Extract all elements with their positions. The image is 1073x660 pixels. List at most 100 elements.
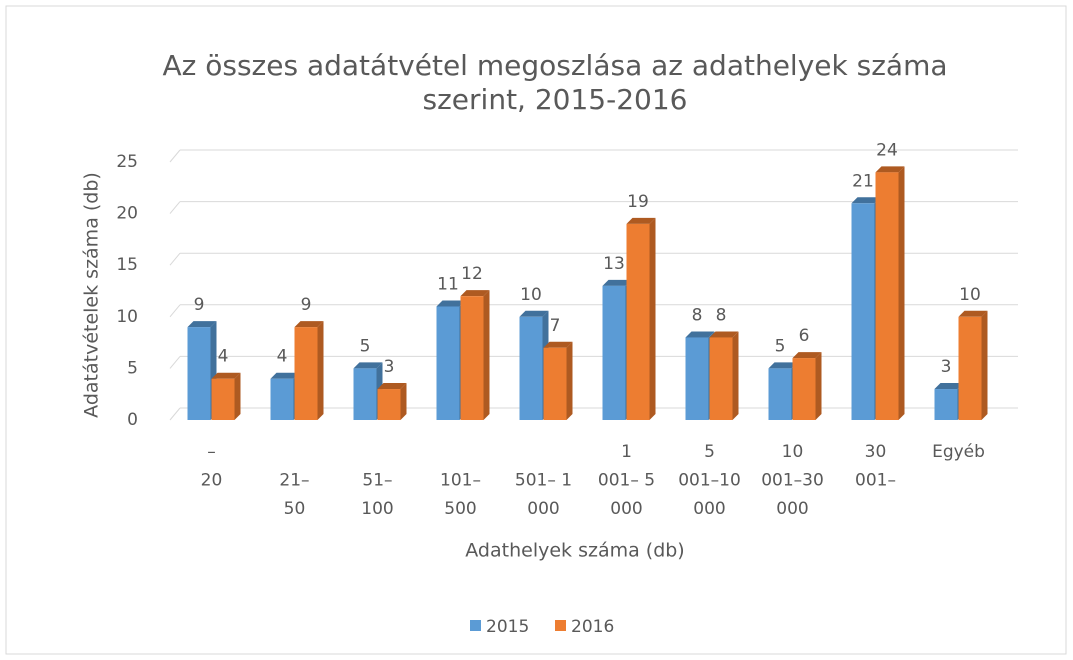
bar-side xyxy=(898,166,905,420)
data-label: 9 xyxy=(301,295,312,315)
y-tick-label: 25 xyxy=(116,152,138,172)
bar-side xyxy=(483,290,490,420)
bar-top xyxy=(519,310,549,317)
data-label: 4 xyxy=(277,347,288,367)
bar xyxy=(602,285,626,420)
data-label: 8 xyxy=(692,305,703,325)
bar-top xyxy=(709,331,739,338)
y-tick-label: 5 xyxy=(127,358,138,378)
data-label: 11 xyxy=(437,274,459,294)
bar-side xyxy=(649,217,656,420)
x-tick-label: 5 001–10 000 xyxy=(678,442,741,519)
legend-label: 2016 xyxy=(571,617,614,637)
x-tick-label: 10 001–30 000 xyxy=(761,442,824,519)
bar-top xyxy=(958,310,988,317)
bar-top xyxy=(768,362,798,369)
bar-top xyxy=(602,279,632,286)
y-tick-label: 0 xyxy=(127,410,138,430)
grid-line-side xyxy=(169,407,181,421)
grid-line-side xyxy=(169,201,181,214)
data-label: 3 xyxy=(941,357,952,377)
grid-line-side xyxy=(169,304,181,318)
grid-line-side xyxy=(169,356,181,369)
y-tick-label: 20 xyxy=(116,204,138,224)
y-tick-label: 15 xyxy=(116,255,138,275)
bar-side xyxy=(400,383,407,420)
legend-swatch xyxy=(555,620,566,631)
bar-top xyxy=(626,217,656,224)
bar-top xyxy=(353,362,383,369)
data-label: 10 xyxy=(520,285,542,305)
data-label: 9 xyxy=(194,295,205,315)
bar-top xyxy=(377,383,407,390)
x-tick-label: 101– 500 xyxy=(440,471,481,520)
bar xyxy=(211,378,235,420)
x-axis-title: Adathelyek száma (db) xyxy=(465,540,684,562)
data-label: 5 xyxy=(775,336,786,356)
x-tick-label: –20 xyxy=(201,442,223,491)
bar-side xyxy=(566,341,573,420)
bar xyxy=(294,327,318,420)
bar xyxy=(768,368,792,420)
bar-top xyxy=(436,300,466,307)
bar xyxy=(958,316,982,420)
data-label: 19 xyxy=(627,192,649,212)
x-tick-label: 501– 1 000 xyxy=(515,471,572,520)
data-label: 8 xyxy=(716,305,727,325)
legend-swatch xyxy=(470,620,481,631)
bar-top xyxy=(851,197,881,204)
data-label: 3 xyxy=(384,357,395,377)
bar-top xyxy=(211,372,241,379)
bar-top xyxy=(685,331,715,338)
bar xyxy=(187,327,211,420)
data-label: 5 xyxy=(360,336,371,356)
bar-side xyxy=(317,321,324,420)
bar xyxy=(685,337,709,420)
bar-top xyxy=(875,166,905,173)
bar xyxy=(934,389,958,420)
y-tick-label: 10 xyxy=(116,307,138,327)
bar xyxy=(543,347,567,420)
grid-line-side xyxy=(169,149,181,163)
bar-top xyxy=(792,352,822,359)
x-tick-label: 1 001– 5 000 xyxy=(598,442,655,519)
x-tick-label: 21– 50 xyxy=(279,471,309,520)
bar-side xyxy=(732,331,739,420)
bar xyxy=(626,223,650,420)
data-label: 13 xyxy=(603,254,625,274)
bar xyxy=(851,203,875,420)
bar-side xyxy=(981,310,988,420)
bar xyxy=(460,296,484,420)
bar-top xyxy=(460,290,490,297)
bar xyxy=(875,172,899,420)
data-label: 7 xyxy=(550,316,561,336)
data-label: 12 xyxy=(461,264,483,284)
legend-label: 2015 xyxy=(486,617,529,637)
x-tick-label: 30 001– xyxy=(855,442,896,491)
y-axis-title: Adatátvételek száma (db) xyxy=(81,172,103,418)
data-label: 21 xyxy=(852,171,874,191)
bar xyxy=(792,358,816,420)
bar-top xyxy=(934,383,964,390)
bar xyxy=(436,306,460,420)
bar-side xyxy=(234,372,241,420)
bar-top xyxy=(543,341,573,348)
chart-title: Az összes adatátvétel megoszlása az adat… xyxy=(163,49,948,116)
x-tick-label: Egyéb xyxy=(932,442,985,462)
data-label: 6 xyxy=(799,326,810,346)
bar-top xyxy=(187,321,217,328)
grid-line-side xyxy=(169,252,181,266)
x-tick-label: 51– 100 xyxy=(361,471,393,520)
data-label: 24 xyxy=(876,140,898,160)
bar xyxy=(353,368,377,420)
bar-top xyxy=(270,372,300,379)
bar-top xyxy=(294,321,324,328)
bar xyxy=(709,337,733,420)
bar xyxy=(519,316,543,420)
data-label: 10 xyxy=(959,285,981,305)
bar xyxy=(377,389,401,420)
bar-side xyxy=(815,352,822,420)
bar xyxy=(270,378,294,420)
data-label: 4 xyxy=(218,347,229,367)
